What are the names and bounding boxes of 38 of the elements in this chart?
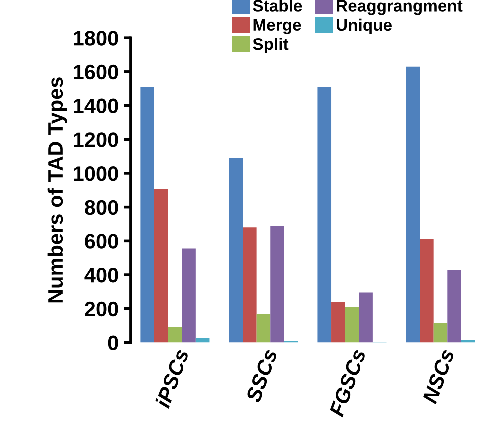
bar xyxy=(318,87,332,343)
bar xyxy=(332,302,346,343)
y-tick-label: 1800 xyxy=(74,31,118,46)
bar xyxy=(434,323,448,343)
bar xyxy=(168,327,182,343)
y-tick-label: 1000 xyxy=(74,166,118,182)
y-tick-label: 0 xyxy=(108,336,118,350)
legend-label: Stable xyxy=(253,0,302,12)
y-tick-label: 800 xyxy=(85,200,118,216)
bar xyxy=(154,190,168,343)
y-axis-title: Numbers of TAD Types xyxy=(48,78,68,303)
legend-label: Merge xyxy=(254,19,302,34)
y-tick-label: 1600 xyxy=(74,64,118,80)
x-tick-label: NSCs xyxy=(422,348,455,405)
bar xyxy=(140,87,154,343)
x-tick-label: iPSCs xyxy=(154,348,190,410)
x-tick-label: SSCs xyxy=(246,348,278,404)
bar xyxy=(420,239,434,343)
bar xyxy=(461,340,476,343)
legend-label: Split xyxy=(253,38,289,54)
bar xyxy=(182,248,196,343)
bar xyxy=(229,158,244,343)
bar xyxy=(359,292,373,343)
legend-label: Unique xyxy=(337,18,392,34)
bar xyxy=(243,228,257,343)
y-tick-label: 200 xyxy=(85,302,118,317)
bar xyxy=(256,314,271,343)
bar xyxy=(406,66,420,343)
y-tick-label: 1200 xyxy=(74,132,118,148)
bar xyxy=(270,226,284,343)
x-tick-label: FGSCs xyxy=(329,348,366,418)
y-tick-label: 1400 xyxy=(74,98,118,114)
bar xyxy=(196,338,210,343)
y-tick-label: 400 xyxy=(84,268,118,283)
bar xyxy=(448,270,462,343)
y-tick-label: 600 xyxy=(85,234,118,249)
legend-label: Reaggrangment xyxy=(337,0,463,16)
bar xyxy=(345,307,360,343)
